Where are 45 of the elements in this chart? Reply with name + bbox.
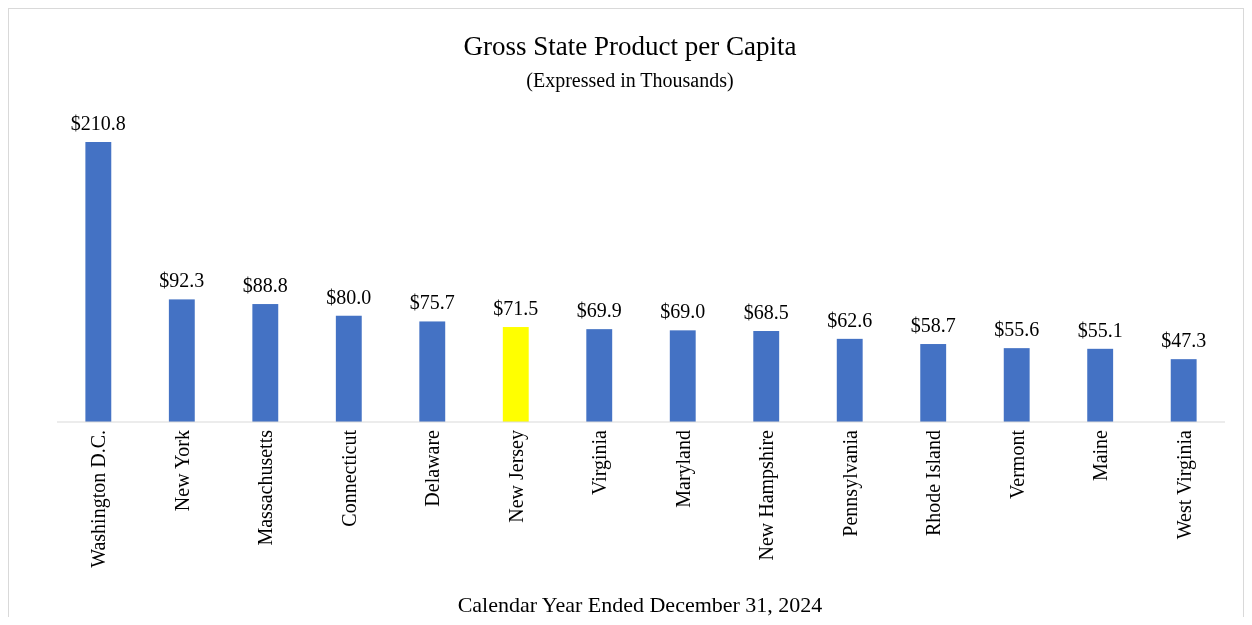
bar — [335, 315, 362, 422]
bar — [419, 321, 446, 422]
data-label: $68.5 — [743, 301, 789, 324]
x-tick-label: Rhode Island — [922, 430, 945, 537]
data-label: $75.7 — [409, 291, 455, 314]
data-label: $47.3 — [1161, 329, 1207, 352]
x-tick-label: Virginia — [588, 429, 612, 496]
bar — [168, 299, 195, 422]
data-label: $69.9 — [576, 299, 622, 322]
data-label: $210.8 — [70, 112, 126, 134]
x-axis-title: Calendar Year Ended December 31, 2024 — [457, 592, 823, 617]
bar — [1003, 348, 1030, 422]
bar — [1170, 359, 1197, 422]
x-tick-label: Vermont — [1005, 429, 1028, 499]
x-tick-label: West Virginia — [1172, 429, 1196, 540]
data-label: $58.7 — [910, 314, 956, 337]
x-tick-label: Connecticut — [337, 429, 360, 527]
chart-title: Gross State Product per Capita — [463, 31, 797, 61]
x-tick-label: Massachusetts — [254, 429, 277, 546]
data-label: $55.6 — [994, 318, 1040, 341]
bar — [836, 338, 863, 422]
bar — [252, 304, 279, 422]
bar — [1087, 348, 1114, 422]
x-tick-label: Delaware — [421, 429, 444, 507]
bar — [85, 142, 112, 422]
data-label: $88.8 — [242, 274, 288, 297]
data-label: $92.3 — [159, 269, 205, 292]
bar — [502, 327, 529, 422]
x-tick-label: Maryland — [671, 430, 695, 508]
bar — [669, 330, 696, 422]
x-tick-label: Maine — [1089, 429, 1112, 482]
bar — [586, 329, 613, 422]
data-label: $80.0 — [326, 285, 372, 308]
x-tick-label: New Jersey — [504, 430, 528, 523]
x-tick-label: Pennsylvania — [838, 429, 862, 537]
data-label: $62.6 — [827, 308, 873, 331]
bar — [920, 344, 947, 422]
data-label: $71.5 — [493, 297, 539, 320]
x-tick-label: New York — [170, 430, 193, 512]
x-tick-label: Washington D.C. — [87, 430, 111, 568]
data-label: $69.0 — [660, 300, 706, 323]
chart-subtitle: (Expressed in Thousands) — [526, 69, 734, 92]
x-tick-label: New Hampshire — [755, 429, 779, 561]
bar — [753, 331, 780, 422]
data-label: $55.1 — [1077, 318, 1123, 341]
